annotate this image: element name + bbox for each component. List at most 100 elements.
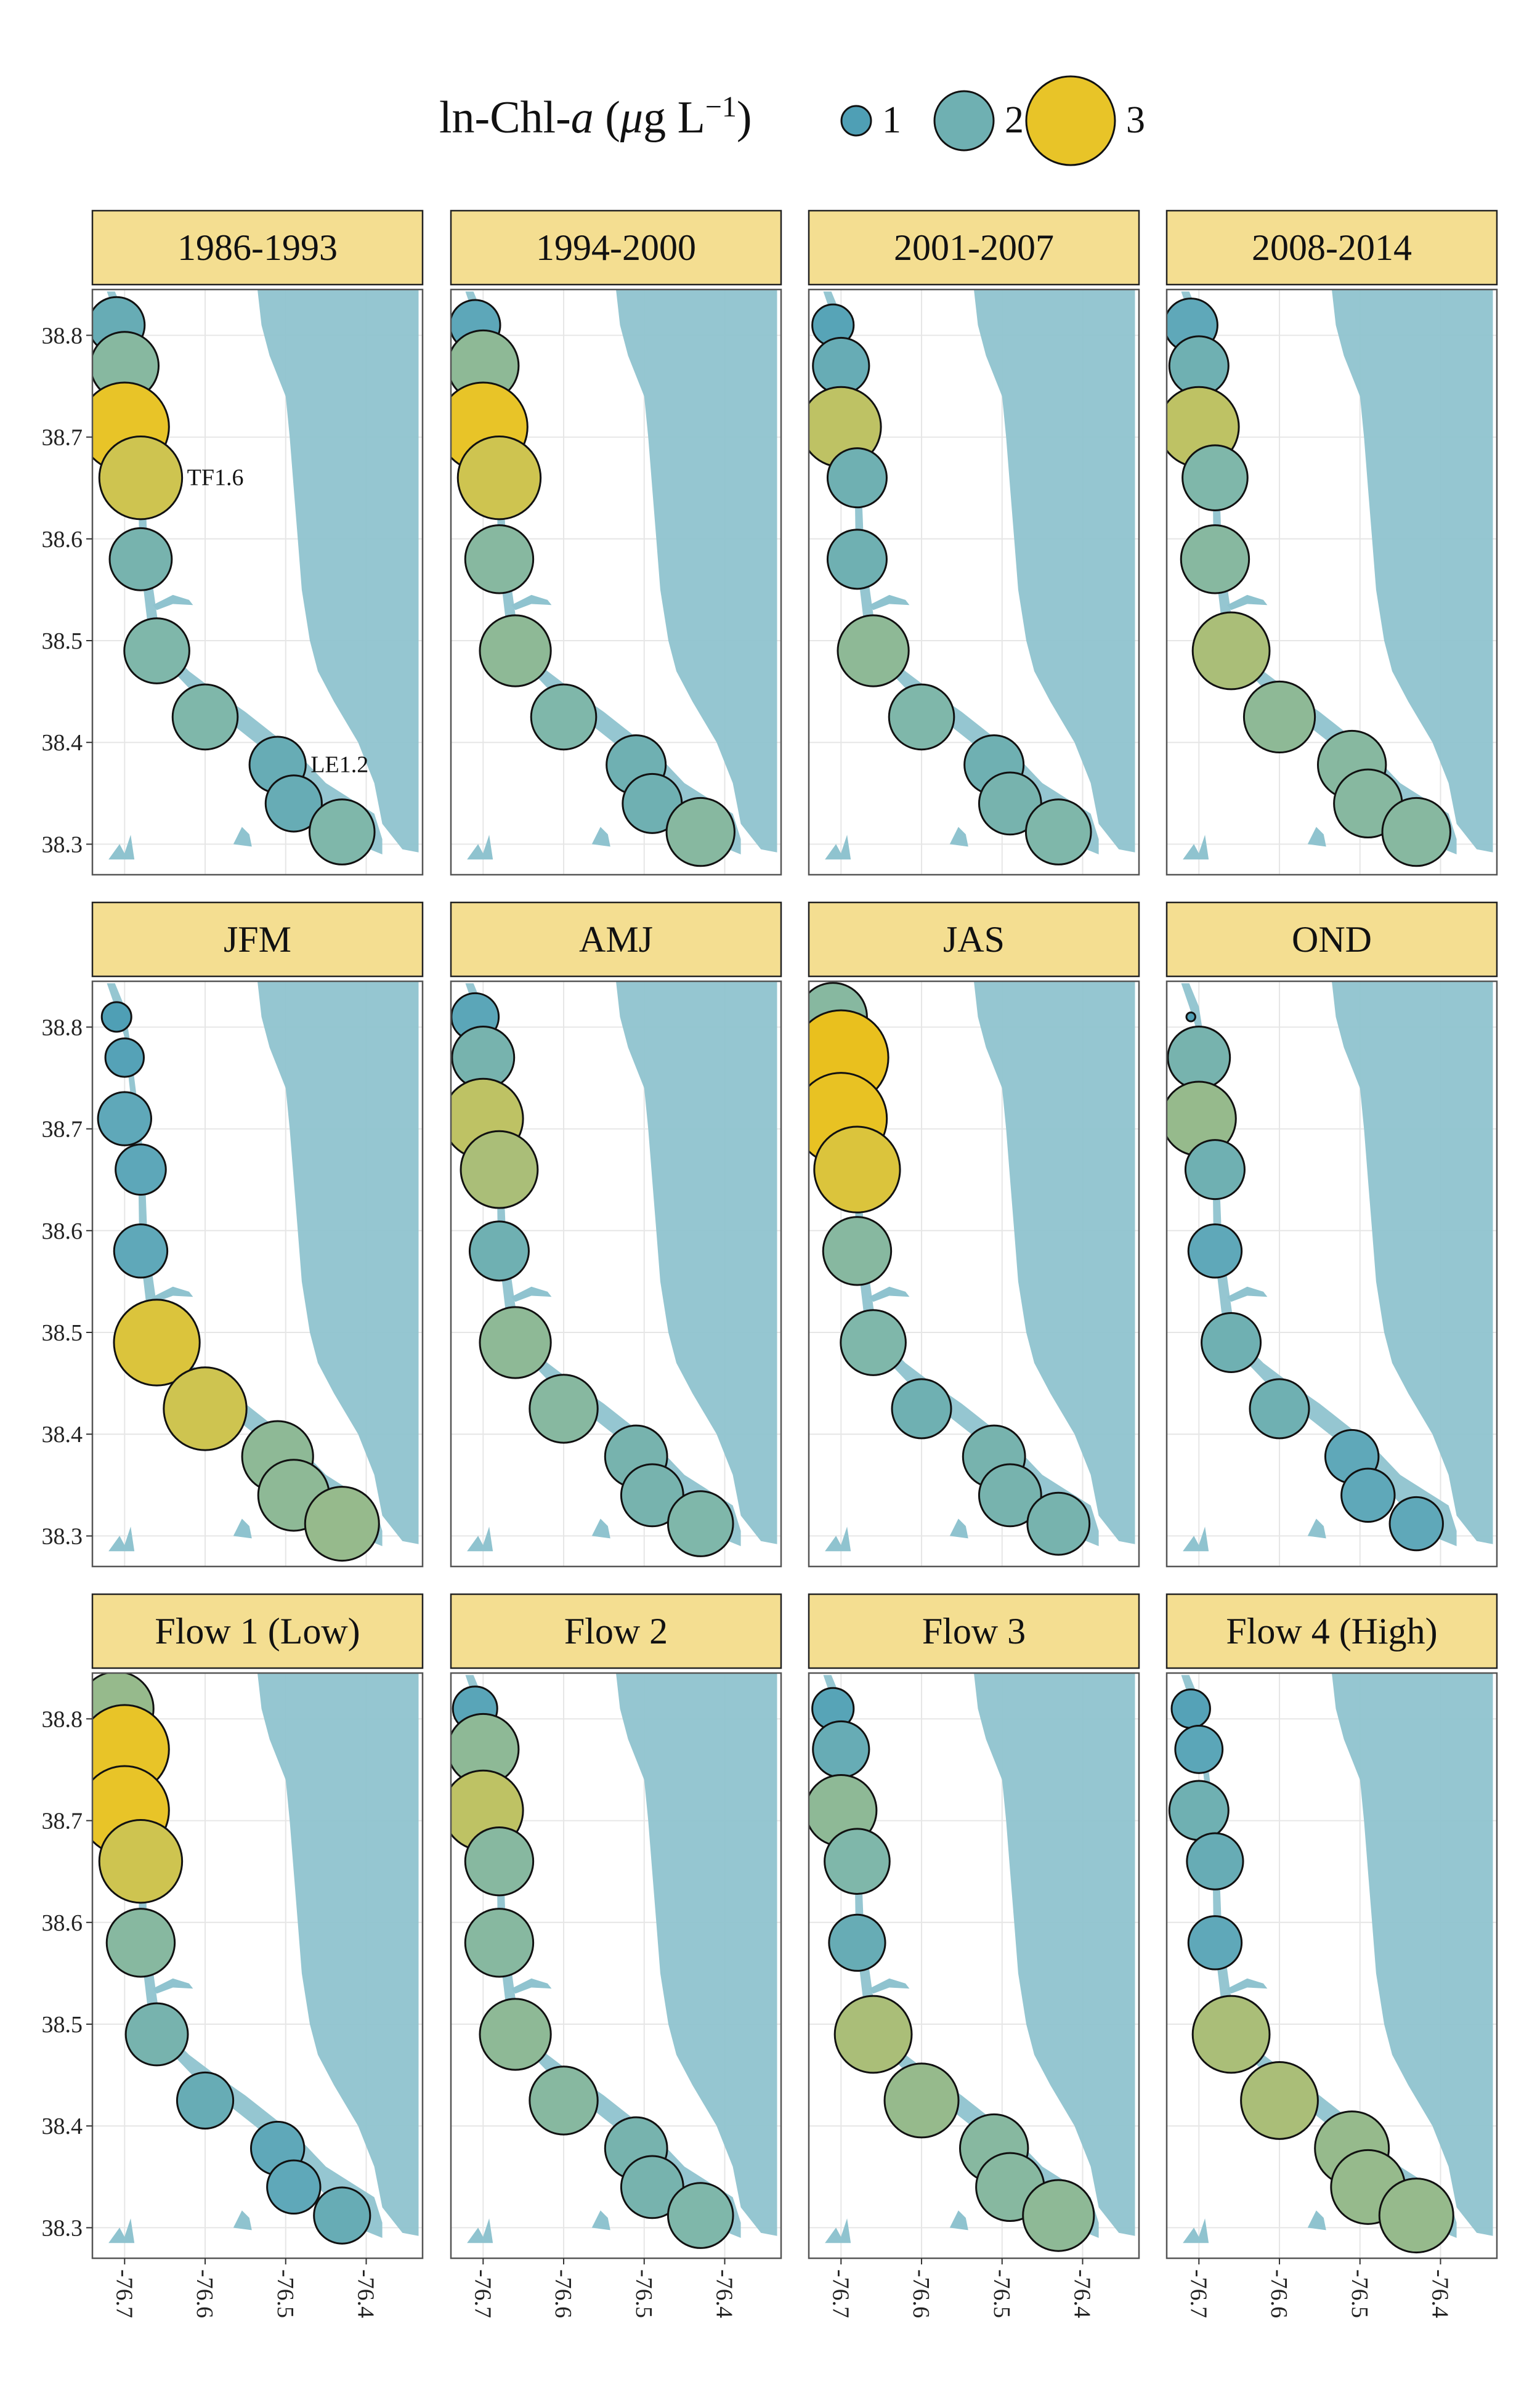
panel-title: Flow 2 — [564, 1611, 668, 1651]
station-point — [176, 2071, 235, 2130]
panel-border — [450, 980, 782, 1568]
station-point — [1191, 1995, 1271, 2074]
creek-water — [511, 1978, 552, 1994]
creek-water — [591, 1518, 610, 1539]
creek-water — [467, 2218, 493, 2243]
bay-water — [974, 1673, 1135, 2236]
station-point — [1184, 1139, 1246, 1201]
creek-water — [869, 1286, 910, 1302]
station-point — [113, 1223, 169, 1279]
station-point — [530, 683, 598, 751]
creek-water — [153, 1978, 193, 1994]
creek-water — [1227, 1978, 1268, 1994]
station-point — [1022, 2179, 1095, 2252]
creek-water — [869, 1978, 910, 1994]
station-point — [1181, 444, 1249, 511]
panel-title: 1986-1993 — [177, 227, 338, 268]
y-tick-label: 38.5 — [42, 1320, 83, 1346]
y-tick-label: 38.6 — [42, 527, 83, 553]
panel-plot-area — [92, 981, 423, 1566]
station-point — [978, 1463, 1042, 1528]
station-point — [115, 1143, 167, 1196]
station-point — [826, 529, 888, 590]
creek-water — [108, 1526, 135, 1552]
y-axis-labels: 38.3 38.4 38.5 38.6 38.7 38.8 38.3 38.4 38.5 38.6… — [42, 323, 92, 2241]
x-tick-label: -76.6 — [192, 2269, 217, 2318]
creek-water — [825, 2218, 851, 2243]
x-tick-label: -76.5 — [272, 2269, 298, 2318]
y-tick-label: 38.3 — [42, 1523, 83, 1549]
station-point — [1170, 1688, 1211, 1729]
panel-plot-area — [92, 290, 423, 875]
panel-plot-area — [809, 1673, 1139, 2258]
station-point — [1340, 1467, 1396, 1523]
station-point — [105, 1908, 176, 1978]
creek-water — [825, 835, 851, 860]
station-point — [1381, 796, 1451, 867]
station-point — [828, 1913, 886, 1972]
creek-water — [1183, 2218, 1209, 2243]
y-tick-label: 38.8 — [42, 1015, 83, 1040]
station-point — [833, 1995, 913, 2074]
y-tick-label: 38.7 — [42, 1117, 83, 1143]
x-tick-label: -76.4 — [352, 2269, 378, 2318]
legend-title: ln-Chl-a (μg L−1) — [439, 91, 752, 143]
x-tick-label: -76.5 — [1347, 2269, 1372, 2318]
panel-strip — [808, 209, 1140, 286]
creek-water — [1183, 835, 1209, 860]
x-tick-label: -76.4 — [711, 2269, 737, 2318]
station-point — [479, 1998, 552, 2071]
legend-label-3: 3 — [1126, 99, 1145, 141]
x-tick-label: -76.5 — [989, 2269, 1015, 2318]
panel: JFM — [91, 901, 424, 1568]
y-tick-label: 38.4 — [42, 2113, 83, 2139]
y-tick-label: 38.7 — [42, 425, 83, 451]
station-point — [464, 524, 535, 594]
panel-border — [1165, 1672, 1498, 2259]
station-point — [667, 2182, 734, 2249]
station-point — [812, 1720, 870, 1779]
panel-border — [91, 1672, 424, 2259]
station-point — [163, 1366, 248, 1451]
creek-water — [511, 1286, 552, 1302]
station-point — [1167, 1026, 1231, 1090]
station-point — [98, 435, 184, 521]
creek-water — [233, 2210, 252, 2231]
creek-water — [825, 1526, 851, 1552]
creek-water — [591, 827, 610, 847]
x-tick-label: -76.6 — [1266, 2269, 1292, 2318]
station-point — [883, 2062, 960, 2139]
creek-water — [108, 835, 135, 860]
station-label: TF1.6 — [187, 465, 244, 491]
station-point — [108, 527, 173, 591]
creek-water — [153, 594, 193, 610]
panel-strip — [91, 209, 424, 286]
x-tick-label: -76.7 — [827, 2269, 853, 2318]
station-point — [113, 1299, 201, 1387]
panel-plot-area — [451, 1673, 781, 2258]
panel-plot-area — [451, 981, 781, 1566]
panel-title: 1994-2000 — [536, 227, 696, 268]
panel: 2001-2007 — [808, 209, 1140, 876]
y-tick-label: 38.8 — [42, 323, 83, 349]
station-point — [1026, 1491, 1091, 1556]
station-point — [1174, 1725, 1224, 1774]
creek-water — [233, 1518, 252, 1539]
station-point — [667, 1490, 734, 1557]
y-tick-label: 38.7 — [42, 1809, 83, 1834]
panel-title: Flow 4 (High) — [1226, 1611, 1437, 1651]
panel-plot-area — [1167, 1673, 1497, 2258]
station-point — [171, 683, 239, 751]
panel-strip — [808, 901, 1140, 978]
panel-title: AMJ — [579, 919, 653, 960]
station-point — [891, 1378, 952, 1440]
bay-water — [257, 981, 419, 1544]
station-point — [313, 2186, 371, 2245]
panel: OND — [1165, 901, 1498, 1568]
y-tick-label: 38.6 — [42, 1910, 83, 1936]
station-point — [1191, 611, 1271, 691]
y-tick-label: 38.6 — [42, 1218, 83, 1244]
panel-title: Flow 1 (Low) — [155, 1611, 360, 1651]
station-point — [456, 435, 542, 521]
